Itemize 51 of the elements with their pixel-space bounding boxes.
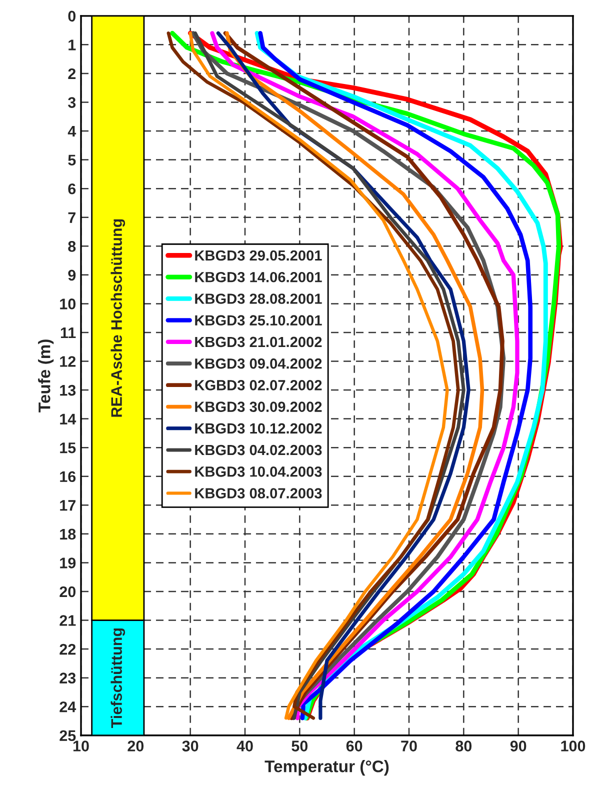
y-tick-label: 13 (60, 384, 76, 396)
y-tick-label: 21 (60, 615, 76, 626)
x-tick-label: 90 (510, 740, 526, 752)
legend-label: KBGD3 10.04.2003 (195, 466, 322, 477)
x-tick-label: 60 (346, 740, 362, 752)
legend-label: KBGD3 04.02.2003 (195, 444, 322, 456)
x-tick-label: 100 (561, 740, 586, 752)
y-tick-label: 8 (68, 241, 76, 252)
legend-label: KBGD3 09.04.2002 (195, 358, 322, 369)
x-axis-title: Temperatur (°C) (264, 760, 389, 776)
y-tick-label: 25 (60, 730, 76, 742)
legend-label: KBGD3 28.08.2001 (195, 294, 322, 304)
y-axis-title: Teufe (m) (38, 340, 54, 412)
y-tick-label: 10 (60, 298, 76, 310)
y-tick-label: 5 (68, 154, 76, 166)
x-tick-label: 40 (236, 740, 253, 752)
legend-label: KBGD3 30.09.2002 (195, 402, 322, 412)
y-tick-label: 7 (68, 212, 76, 223)
y-tick-label: 20 (60, 586, 76, 598)
y-tick-label: 19 (60, 558, 76, 568)
band-label: REA-Asche Hochschüttung (110, 219, 126, 417)
legend-label: KBGD3 14.06.2001 (195, 272, 322, 282)
legend-label: KBGD3 25.10.2001 (195, 315, 322, 326)
x-tick-label: 20 (128, 740, 144, 752)
y-tick-label: 0 (68, 10, 76, 22)
y-tick-label: 18 (60, 528, 76, 540)
y-tick-label: 15 (60, 442, 76, 454)
y-tick-label: 23 (60, 672, 76, 684)
y-tick-label: 16 (60, 471, 76, 482)
x-tick-label: 30 (182, 740, 198, 752)
legend-label: KBGD3 29.05.2001 (195, 250, 322, 261)
band-label: Tiefschüttung (110, 628, 126, 728)
y-tick-label: 4 (68, 126, 76, 137)
x-tick-label: 50 (292, 740, 308, 752)
y-tick-label: 1 (68, 40, 76, 50)
legend-label: KBGD3 21.01.2002 (195, 336, 322, 348)
x-tick-label: 70 (401, 740, 417, 752)
y-tick-label: 17 (60, 500, 76, 511)
y-tick-label: 3 (68, 97, 76, 108)
y-tick-label: 2 (68, 68, 76, 79)
y-tick-label: 14 (60, 414, 76, 424)
y-tick-label: 6 (68, 183, 76, 194)
legend-label: KBGD3 08.07.2003 (195, 488, 322, 498)
legend-label: KBGD3 10.12.2002 (195, 423, 322, 434)
y-tick-label: 9 (68, 270, 76, 281)
x-tick-label: 80 (456, 740, 472, 752)
y-tick-label: 11 (60, 327, 76, 338)
y-tick-label: 22 (60, 644, 76, 655)
y-tick-label: 24 (60, 701, 76, 712)
y-tick-label: 12 (60, 356, 76, 367)
legend-label: KGBD3 02.07.2002 (195, 380, 322, 390)
